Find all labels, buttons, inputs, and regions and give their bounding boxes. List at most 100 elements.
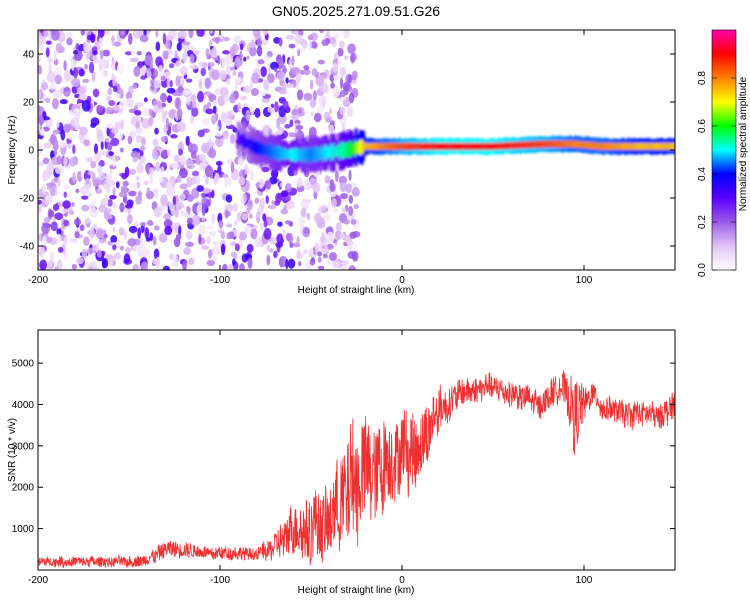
spectrogram-cell	[226, 78, 231, 86]
spectrogram-cell	[172, 195, 177, 206]
spectrogram-cell	[256, 37, 262, 49]
spectrogram-cell	[306, 212, 310, 221]
spectrogram-cell	[317, 256, 322, 263]
spectrogram-cell	[93, 143, 99, 154]
spectrogram-cell	[119, 131, 123, 141]
spectrogram-cell	[140, 75, 147, 80]
spectrogram-cell	[58, 66, 63, 76]
spectrogram-cell	[54, 74, 63, 85]
spectrogram-cell	[218, 219, 224, 229]
spectrogram-cell	[83, 42, 92, 53]
spectrogram-cell	[185, 135, 190, 146]
y-tick-label: 2000	[12, 483, 35, 494]
spectrogram-cell	[99, 59, 108, 68]
spectrogram-cell	[298, 191, 304, 197]
spectrogram-cell	[260, 66, 267, 78]
spectrogram-cell	[63, 184, 70, 190]
spectrogram-cell	[339, 40, 345, 49]
spectrogram-cell	[112, 260, 116, 266]
spectrogram-cell	[232, 70, 237, 76]
spectrogram-cell	[328, 108, 333, 114]
spectrogram-cell	[208, 230, 217, 237]
spectrogram-cell	[170, 134, 178, 139]
spectrogram-cell	[86, 247, 94, 255]
spectrogram-cell	[76, 86, 86, 96]
spectrogram-cell	[174, 50, 178, 58]
spectrogram-cell	[120, 147, 124, 153]
spectrogram-cell	[239, 263, 245, 270]
spectrogram-cell	[246, 55, 250, 60]
spectrogram-cell	[212, 245, 221, 256]
spectrogram-cell	[38, 199, 43, 205]
spectrogram-cell	[211, 69, 220, 81]
spectrogram-cell	[337, 58, 342, 68]
spectrogram-cell	[75, 188, 80, 194]
spectrogram-cell	[206, 225, 213, 230]
snr-x-ticks: -200 -100 0 100	[28, 330, 593, 586]
spectrogram-cell	[169, 79, 173, 88]
spectrogram-cell	[342, 30, 350, 39]
spectrogram-cell	[81, 195, 89, 200]
spectrogram-cell	[56, 233, 62, 244]
spectrogram-cell	[177, 30, 187, 40]
spectrogram-cell	[88, 61, 95, 74]
spectrogram-cell	[246, 243, 254, 253]
spectrogram-cell	[205, 175, 209, 185]
spectrogram-cell	[38, 203, 43, 214]
spectrogram-cell	[237, 156, 244, 167]
spectrogram-signal-band	[236, 121, 675, 174]
spectrogram-cell	[285, 77, 289, 84]
spectrogram-cell	[139, 145, 146, 151]
y-tick-label: -40	[20, 242, 35, 253]
spectrogram-cell	[119, 30, 126, 37]
spectrogram-cell	[333, 32, 340, 40]
spectrogram-cell	[209, 30, 213, 34]
spectrogram-cell	[321, 232, 325, 244]
spectrogram-cell	[144, 54, 154, 66]
spectrogram-cell	[226, 223, 233, 228]
spectrogram-cell	[350, 219, 357, 225]
spectrogram-cell	[87, 192, 93, 198]
spectrogram-cell	[267, 128, 273, 134]
spectrogram-cell	[243, 193, 247, 204]
spectrogram-cell	[40, 82, 49, 91]
spectrogram-cell	[84, 63, 88, 70]
spectrogram-cell	[259, 90, 267, 97]
spectrogram-cell	[262, 124, 272, 137]
spectrogram-cell	[158, 233, 168, 243]
spectrogram-cell	[348, 194, 353, 204]
spectrogram-cell	[44, 97, 51, 103]
spectrogram-cell	[266, 243, 271, 252]
spectrogram-cell	[38, 114, 44, 126]
spectrogram-cell	[189, 64, 199, 70]
spectrogram-cell	[322, 97, 326, 109]
spectrogram-cell	[188, 257, 195, 266]
spectrogram-cell	[184, 42, 190, 52]
spectrogram-cell	[179, 193, 186, 201]
spectrogram-cell	[205, 79, 212, 88]
spectrogram-cell	[38, 42, 43, 51]
spectrogram-cell	[242, 85, 252, 94]
spectrogram-cell	[84, 218, 92, 224]
spectrogram-cell	[158, 64, 163, 72]
spectrogram-cell	[43, 172, 51, 180]
spectrogram-cell	[104, 194, 109, 206]
spectrogram-cell	[239, 43, 244, 51]
spectrogram-cell	[166, 77, 171, 89]
spectrogram-cell	[186, 217, 193, 225]
spectrogram-cell	[339, 175, 347, 185]
spectrogram-cell	[324, 175, 331, 184]
spectrogram-cell	[148, 116, 154, 127]
spectrogram-cell	[162, 265, 170, 270]
spectrogram-cell	[74, 231, 80, 239]
spectrogram-cell	[257, 59, 265, 65]
spectrogram-cell	[71, 85, 78, 94]
spectrogram-band-core	[673, 142, 675, 150]
spectrogram-cell	[41, 184, 46, 194]
spectrogram-cell	[291, 108, 298, 116]
spectrogram-cell	[247, 198, 253, 211]
spectrogram-cell	[81, 248, 88, 259]
spectrogram-cell	[71, 78, 81, 88]
spectrogram-cell	[341, 122, 346, 134]
spectrogram-cell	[111, 34, 115, 47]
